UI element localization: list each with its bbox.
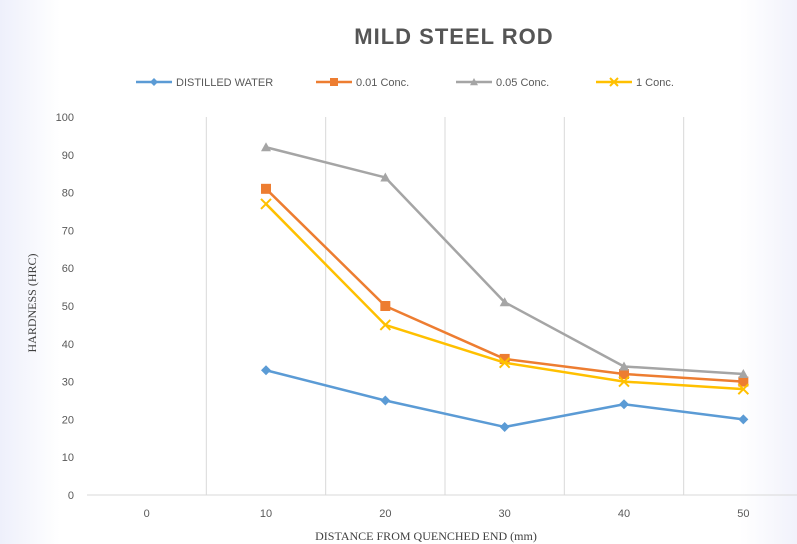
x-tick-label: 50 [737,508,749,520]
series-line [265,369,744,429]
data-point [619,361,629,371]
data-point [738,414,749,425]
series-group [260,142,750,432]
data-point [380,395,391,406]
data-point [260,198,272,210]
legend-label: 0.05 Conc. [496,77,549,89]
data-point [380,172,391,182]
x-tick-label: 40 [618,508,630,520]
legend-label: DISTILLED WATER [176,77,273,89]
data-point [499,297,510,307]
y-tick-label: 10 [62,452,74,464]
data-point [618,375,630,388]
data-point [261,142,271,152]
data-point [499,421,510,432]
legend-item: 0.01 Conc. [316,77,409,89]
x-tick-label: 20 [379,508,391,520]
data-point [150,78,158,86]
data-point [261,365,271,376]
legend-item: 0.05 Conc. [456,77,549,89]
y-tick-label: 50 [62,301,74,313]
y-tick-label: 0 [68,490,74,502]
legend-item: DISTILLED WATER [136,77,273,89]
data-point [738,369,749,379]
data-point [498,356,511,369]
series-line [265,187,744,383]
legend-label: 0.01 Conc. [356,77,409,89]
data-point [737,383,750,395]
data-point [609,77,619,87]
x-axis-title: DISTANCE FROM QUENCHED END (mm) [315,529,537,543]
y-tick-label: 30 [62,377,74,389]
y-axis-ticks: 0 10 20 30 40 50 60 70 80 90 100 [56,112,74,502]
x-tick-label: 0 [144,508,150,520]
data-point [380,301,391,311]
data-point [738,376,749,387]
y-axis-title: HARDNESS (HRC) [25,253,39,352]
y-tick-label: 40 [62,339,74,351]
data-point [330,78,338,86]
series-1-conc- [260,198,750,395]
x-tick-label: 30 [499,508,511,520]
y-tick-label: 70 [62,225,74,237]
legend-item: 1 Conc. [596,77,674,89]
data-point [261,183,271,194]
data-point [619,399,629,410]
gridlines [87,117,797,496]
series-distilled-water [261,365,749,432]
data-point [499,353,510,364]
series-0-05-conc- [261,142,749,379]
y-tick-label: 100 [56,112,74,124]
data-point [470,78,478,86]
data-point [379,319,392,331]
chart-title: MILD STEEL ROD [354,24,553,49]
x-tick-label: 10 [260,508,272,520]
y-tick-label: 90 [62,150,74,162]
data-point [619,369,629,380]
y-tick-label: 60 [62,263,74,275]
y-tick-label: 80 [62,188,74,200]
legend-label: 1 Conc. [636,77,674,89]
legend: DISTILLED WATER 0.01 Conc. 0.05 Conc. 1 Con… [136,77,674,89]
x-axis-ticks: 0 10 20 30 40 50 [144,508,750,520]
y-tick-label: 20 [62,414,74,426]
series-0-01-conc- [261,183,749,387]
